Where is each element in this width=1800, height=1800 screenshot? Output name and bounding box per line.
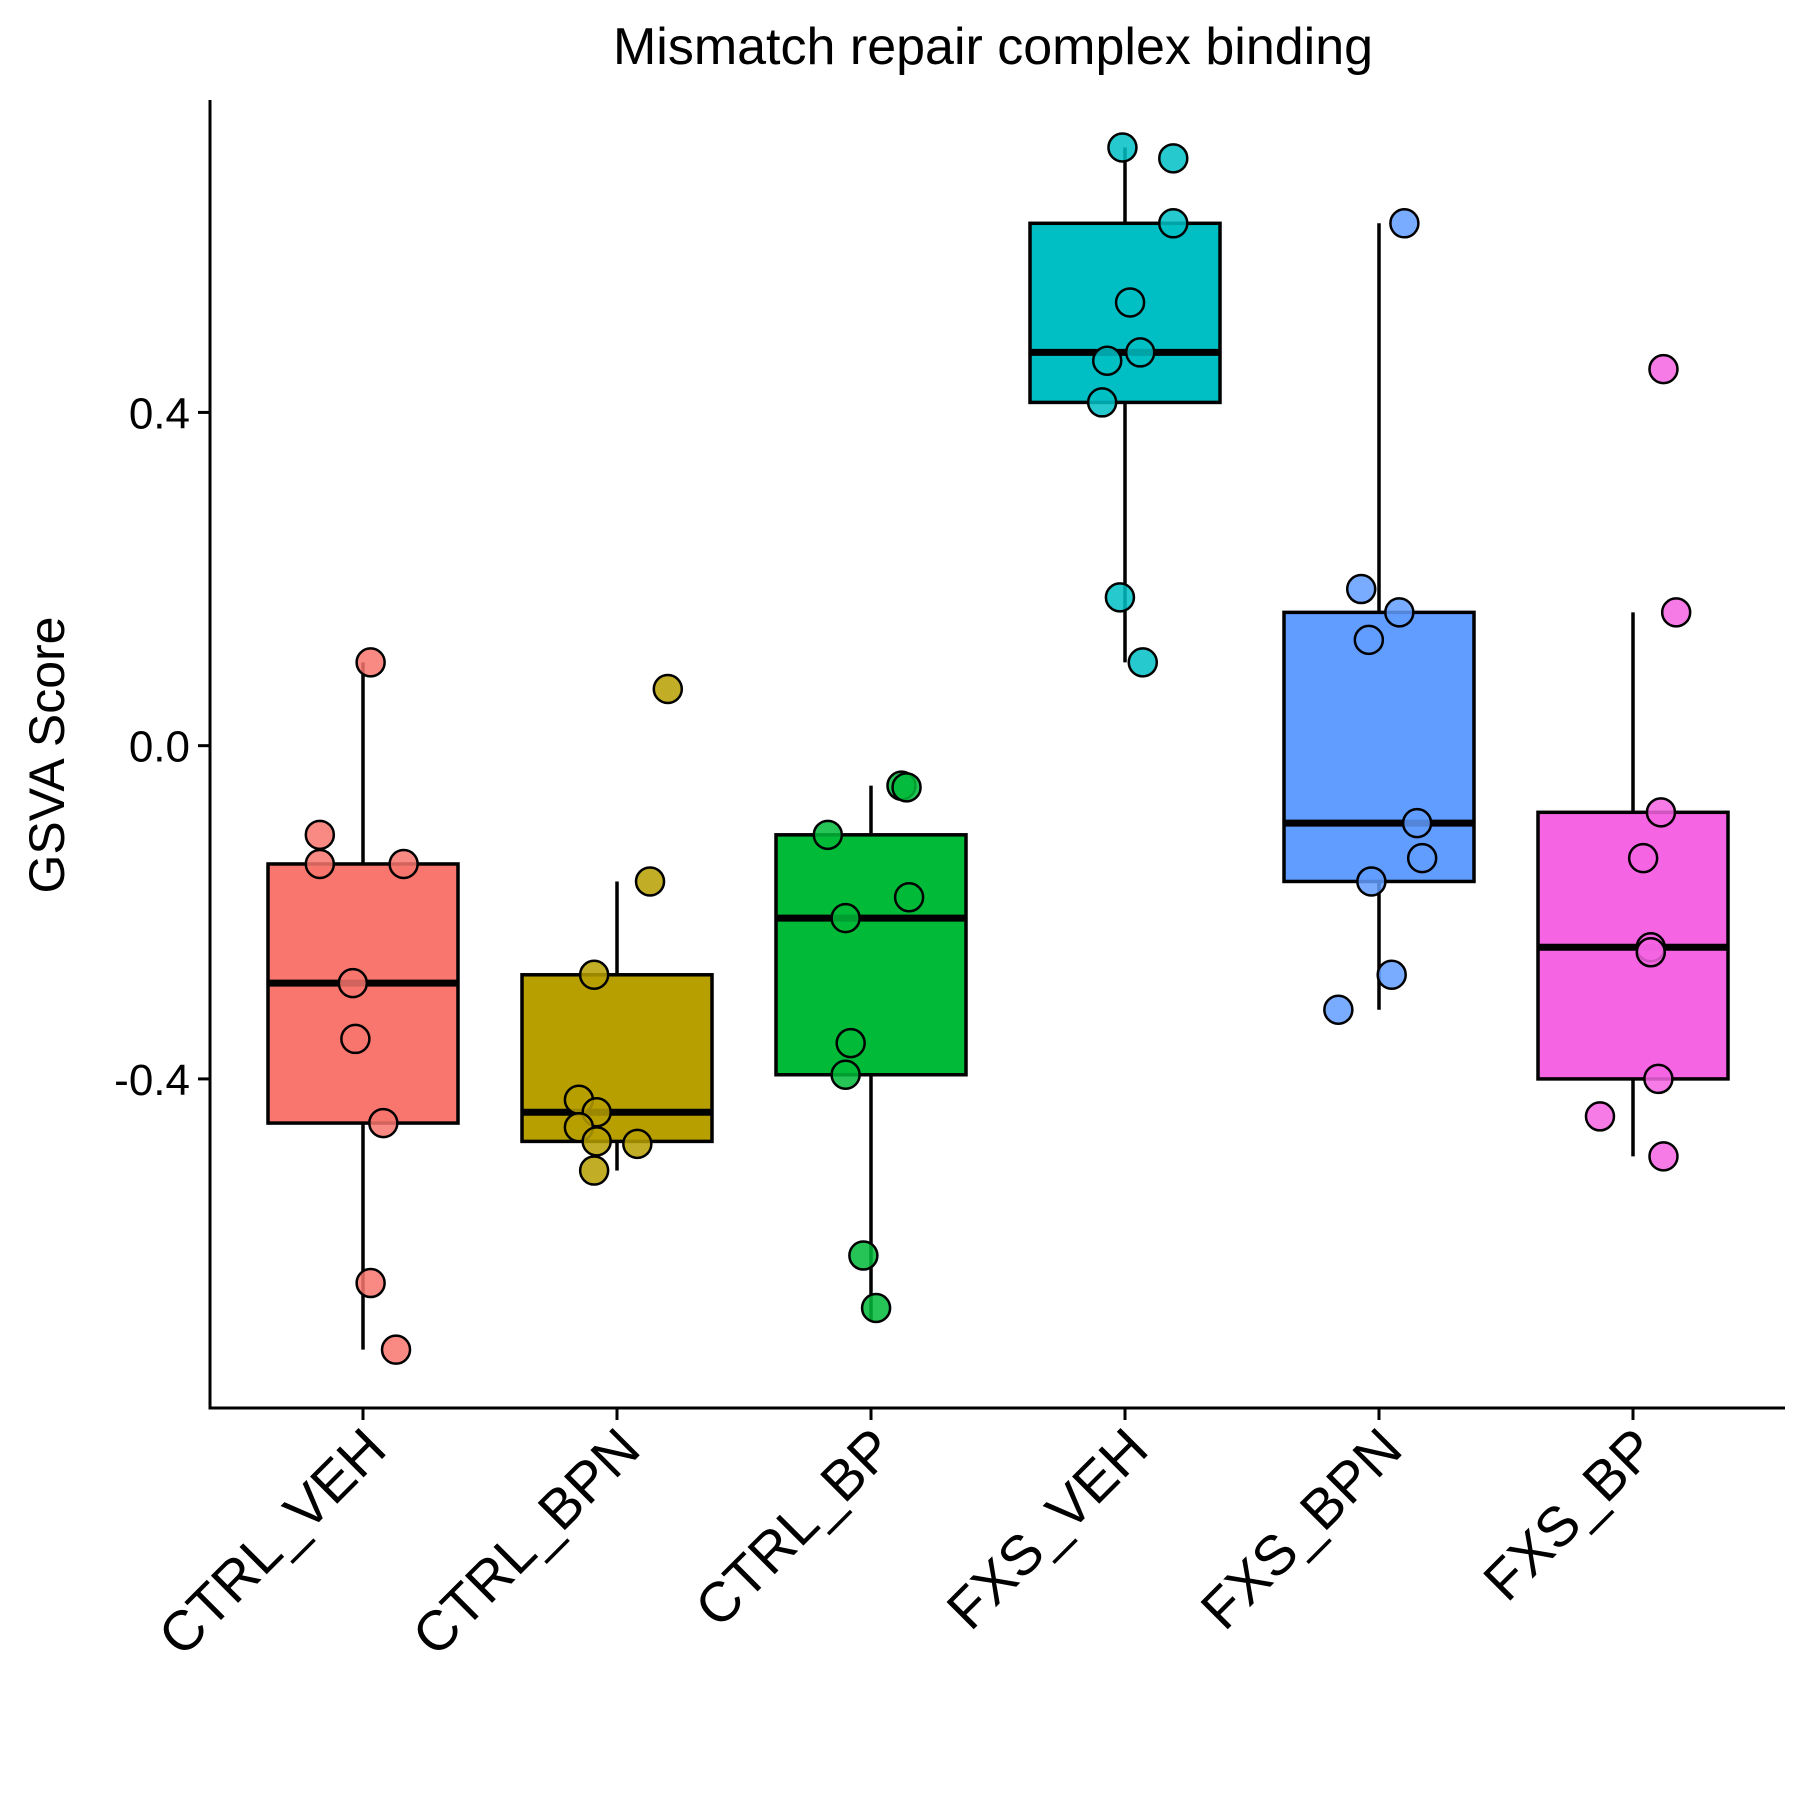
data-point-ctrl-bp — [891, 772, 922, 803]
data-point-fxs-veh — [1158, 208, 1189, 239]
x-tick-label: CTRL_VEH — [146, 1416, 397, 1667]
x-tick-label: FXS_VEH — [934, 1416, 1159, 1641]
y-tick-label: 0.0 — [129, 723, 190, 772]
data-point-fxs-veh — [1104, 582, 1136, 613]
data-point-ctrl-veh — [368, 1107, 399, 1139]
data-point-fxs-bp — [1635, 937, 1667, 968]
box-group-fxs-bpn — [1282, 223, 1476, 1010]
data-point-ctrl-veh — [304, 819, 336, 851]
data-point-ctrl-veh — [337, 967, 369, 999]
data-point-fxs-veh — [1107, 132, 1138, 163]
data-point-fxs-veh — [1158, 143, 1189, 174]
data-point-fxs-bpn — [1401, 807, 1433, 839]
data-point-fxs-bpn — [1389, 208, 1420, 239]
data-point-ctrl-veh — [304, 848, 336, 880]
box-fxs-bpn — [1282, 610, 1476, 884]
data-point-ctrl-bp — [830, 902, 861, 934]
box-ctrl-bp — [774, 833, 968, 1077]
data-point-fxs-bp — [1627, 842, 1659, 874]
data-point-ctrl-bpn — [581, 1126, 612, 1157]
y-tick-label: 0.4 — [129, 389, 190, 438]
data-point-ctrl-bp — [835, 1027, 866, 1059]
data-point-fxs-bpn — [1345, 573, 1377, 605]
data-point-ctrl-bpn — [634, 866, 666, 897]
data-point-ctrl-bpn — [578, 1155, 610, 1186]
data-point-ctrl-veh — [355, 1267, 386, 1299]
y-tick-label: -0.4 — [114, 1056, 190, 1105]
data-point-ctrl-bp — [848, 1240, 879, 1271]
x-tick-label: FXS_BPN — [1188, 1416, 1413, 1641]
data-point-fxs-bp — [1648, 353, 1679, 385]
data-point-ctrl-veh — [340, 1023, 371, 1055]
box-group-ctrl-bpn — [520, 881, 714, 1171]
data-point-ctrl-bp — [860, 1292, 892, 1324]
box-group-ctrl-veh — [266, 662, 460, 1350]
data-point-fxs-bpn — [1353, 624, 1385, 656]
data-point-fxs-veh — [1114, 287, 1146, 318]
data-point-fxs-veh — [1124, 337, 1156, 368]
data-point-ctrl-bp — [830, 1059, 861, 1091]
points-layer — [304, 132, 1692, 1365]
data-point-fxs-bpn — [1376, 959, 1407, 991]
data-point-fxs-bpn — [1356, 866, 1387, 897]
data-point-ctrl-bpn — [622, 1128, 653, 1160]
y-axis-label: GSVA Score — [19, 617, 75, 894]
x-tick-label: CTRL_BP — [683, 1416, 906, 1639]
data-point-fxs-bp — [1584, 1101, 1616, 1132]
box-ctrl-bpn — [520, 973, 714, 1144]
data-point-fxs-veh — [1086, 387, 1118, 418]
data-point-ctrl-veh — [355, 647, 386, 678]
box-group-ctrl-bp — [774, 785, 968, 1321]
data-point-ctrl-veh — [380, 1334, 412, 1365]
box-group-fxs-bp — [1536, 612, 1730, 1157]
data-point-fxs-bp — [1643, 1063, 1674, 1095]
data-point-fxs-bpn — [1384, 597, 1415, 628]
data-point-fxs-veh — [1127, 647, 1159, 678]
data-point-ctrl-bpn — [652, 673, 684, 705]
x-tick-label: CTRL_BPN — [400, 1416, 651, 1667]
data-point-ctrl-bp — [893, 882, 925, 913]
data-point-ctrl-veh — [388, 848, 419, 880]
data-point-ctrl-bpn — [578, 959, 610, 991]
boxes-layer — [266, 147, 1730, 1350]
data-point-fxs-bp — [1648, 1141, 1679, 1172]
data-point-fxs-bpn — [1323, 994, 1354, 1026]
x-tick-label: FXS_BP — [1471, 1416, 1667, 1612]
data-point-ctrl-bp — [812, 819, 844, 851]
data-point-fxs-bp — [1660, 597, 1692, 628]
chart-title: Mismatch repair complex binding — [613, 18, 1373, 76]
data-point-fxs-bp — [1645, 797, 1677, 828]
data-point-fxs-bpn — [1406, 842, 1438, 874]
data-point-fxs-veh — [1091, 345, 1123, 377]
